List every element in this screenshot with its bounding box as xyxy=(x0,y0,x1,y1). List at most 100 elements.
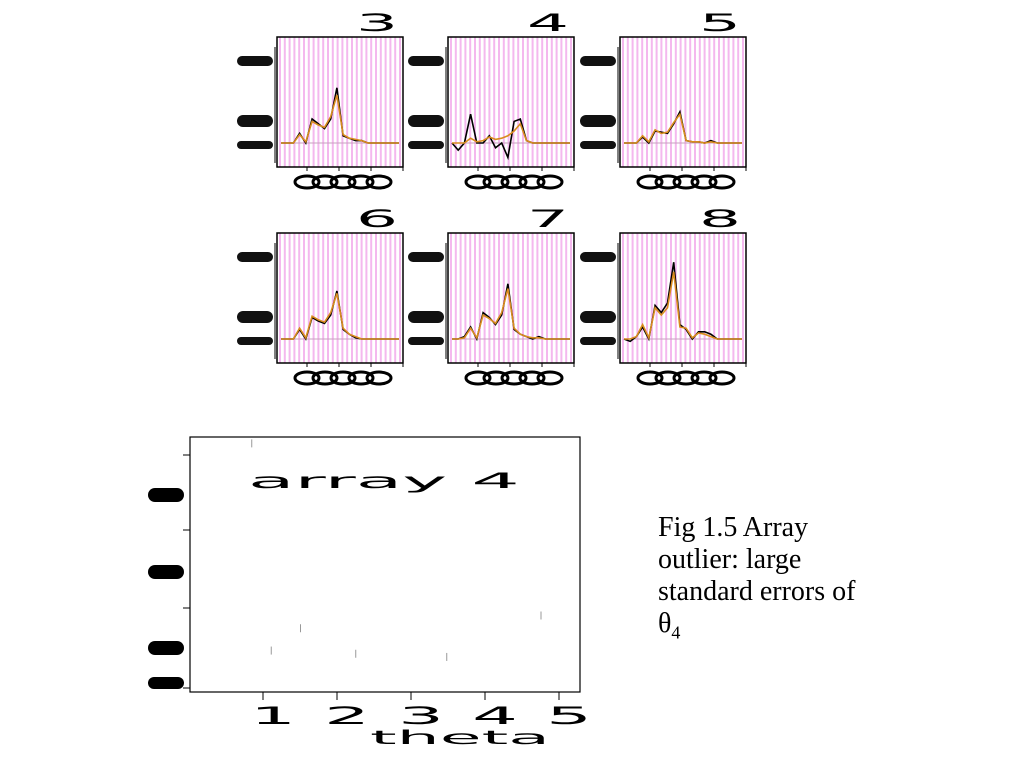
x-tick-glyph xyxy=(654,174,682,190)
panel-frame xyxy=(276,232,404,364)
x-axis-tick-labels-row1-col1 xyxy=(293,174,393,190)
x-tick-glyph xyxy=(500,370,528,386)
scatter-x-tick-label: 1 xyxy=(250,702,296,730)
panel-label-5: 5 xyxy=(699,9,741,37)
y-axis-tick-glyph xyxy=(580,141,616,149)
panel-frame xyxy=(447,232,575,364)
x-tick-glyph xyxy=(293,370,321,386)
x-tick-glyph xyxy=(482,370,510,386)
y-axis-tick-glyph xyxy=(148,488,184,502)
x-axis-tick-labels-row1-col2 xyxy=(464,174,564,190)
x-tick-glyph xyxy=(464,174,492,190)
x-tick-glyph xyxy=(518,174,546,190)
x-tick-glyph xyxy=(536,370,564,386)
panel-frame xyxy=(447,36,575,168)
y-axis-tick-glyph xyxy=(237,56,273,66)
panel-label-4: 4 xyxy=(527,9,569,37)
panel-frame xyxy=(619,36,747,168)
y-axis-tick-glyph xyxy=(408,141,444,149)
x-tick-glyph xyxy=(365,370,393,386)
x-tick-glyph xyxy=(690,174,718,190)
panel-label-3: 3 xyxy=(356,9,398,37)
x-tick-glyph xyxy=(311,370,339,386)
y-axis-tick-glyph xyxy=(408,115,444,127)
x-tick-glyph xyxy=(536,174,564,190)
x-axis-label-strip xyxy=(306,370,766,386)
x-tick-glyph xyxy=(672,174,700,190)
y-axis-tick-glyph xyxy=(408,311,444,323)
panel-label-7: 7 xyxy=(527,205,569,233)
scatter-panel xyxy=(148,436,581,700)
x-tick-glyph xyxy=(500,174,528,190)
caption-line-4: θ4 xyxy=(658,608,918,649)
y-axis-tick-glyph xyxy=(408,56,444,66)
x-axis-label-strip xyxy=(306,174,766,190)
panel-frame xyxy=(276,36,404,168)
x-tick-glyph xyxy=(347,174,375,190)
y-axis-tick-glyph xyxy=(408,252,444,262)
series-line-2 xyxy=(281,293,399,340)
series-line-2 xyxy=(452,122,570,144)
panel-label-8: 8 xyxy=(699,205,741,233)
x-tick-glyph xyxy=(311,174,339,190)
small-multiple-panel-6 xyxy=(237,232,404,367)
x-tick-glyph xyxy=(464,370,492,386)
y-axis-tick-glyph xyxy=(237,115,273,127)
y-axis-tick-glyph xyxy=(237,141,273,149)
x-tick-glyph xyxy=(347,370,375,386)
series-line-2 xyxy=(452,288,570,340)
series-line-2 xyxy=(624,112,742,144)
x-tick-glyph xyxy=(329,370,357,386)
small-multiple-panel-7 xyxy=(408,232,575,367)
y-axis-tick-glyph xyxy=(148,565,184,579)
scatter-x-tick-label: 3 xyxy=(398,702,444,730)
x-tick-glyph xyxy=(636,370,664,386)
x-tick-glyph xyxy=(672,370,700,386)
theta-symbol: θ xyxy=(658,608,672,639)
y-axis-tick-glyph xyxy=(580,56,616,66)
y-axis-tick-glyph xyxy=(580,252,616,262)
x-axis-tick-labels-row2-col3 xyxy=(636,370,736,386)
x-tick-glyph xyxy=(518,370,546,386)
y-axis-tick-glyph xyxy=(408,337,444,345)
y-axis-tick-glyph xyxy=(580,311,616,323)
series-line-2 xyxy=(624,271,742,341)
x-axis-tick-labels-row2-col2 xyxy=(464,370,564,386)
x-tick-glyph xyxy=(708,174,736,190)
y-axis-tick-glyph xyxy=(580,115,616,127)
scatter-x-tick-label: 4 xyxy=(472,702,518,730)
x-tick-glyph xyxy=(690,370,718,386)
scatter-frame xyxy=(189,436,581,693)
small-multiple-panel-4 xyxy=(408,36,575,171)
series-line-2 xyxy=(281,94,399,144)
panel-label-6: 6 xyxy=(356,205,398,233)
x-tick-glyph xyxy=(708,370,736,386)
y-axis-tick-glyph xyxy=(148,677,184,689)
small-multiple-panel-8 xyxy=(580,232,747,367)
small-multiple-panel-3 xyxy=(237,36,404,171)
x-axis-tick-labels-row2-col1 xyxy=(293,370,393,386)
scatter-x-tick-label: 2 xyxy=(324,702,370,730)
small-multiple-panel-5 xyxy=(580,36,747,171)
x-tick-glyph xyxy=(482,174,510,190)
x-tick-glyph xyxy=(636,174,664,190)
figure-caption: Fig 1.5 Array outlier: large standard er… xyxy=(658,512,918,649)
y-axis-tick-glyph xyxy=(237,311,273,323)
y-axis-tick-glyph xyxy=(237,252,273,262)
x-tick-glyph xyxy=(654,370,682,386)
caption-line-1: Fig 1.5 Array xyxy=(658,512,809,543)
y-axis-tick-glyph xyxy=(237,337,273,345)
x-tick-glyph xyxy=(293,174,321,190)
scatter-title: array 4 xyxy=(248,469,520,493)
caption-line-3: standard errors of xyxy=(658,576,856,607)
panel-frame xyxy=(619,232,747,364)
scatter-x-label: theta xyxy=(370,727,550,749)
x-tick-glyph xyxy=(329,174,357,190)
scatter-x-tick-label: 5 xyxy=(546,702,592,730)
x-tick-glyph xyxy=(365,174,393,190)
theta-subscript: 4 xyxy=(671,622,681,643)
y-axis-tick-glyph xyxy=(580,337,616,345)
caption-line-2: outlier: large xyxy=(658,544,802,575)
x-axis-tick-labels-row1-col3 xyxy=(636,174,736,190)
